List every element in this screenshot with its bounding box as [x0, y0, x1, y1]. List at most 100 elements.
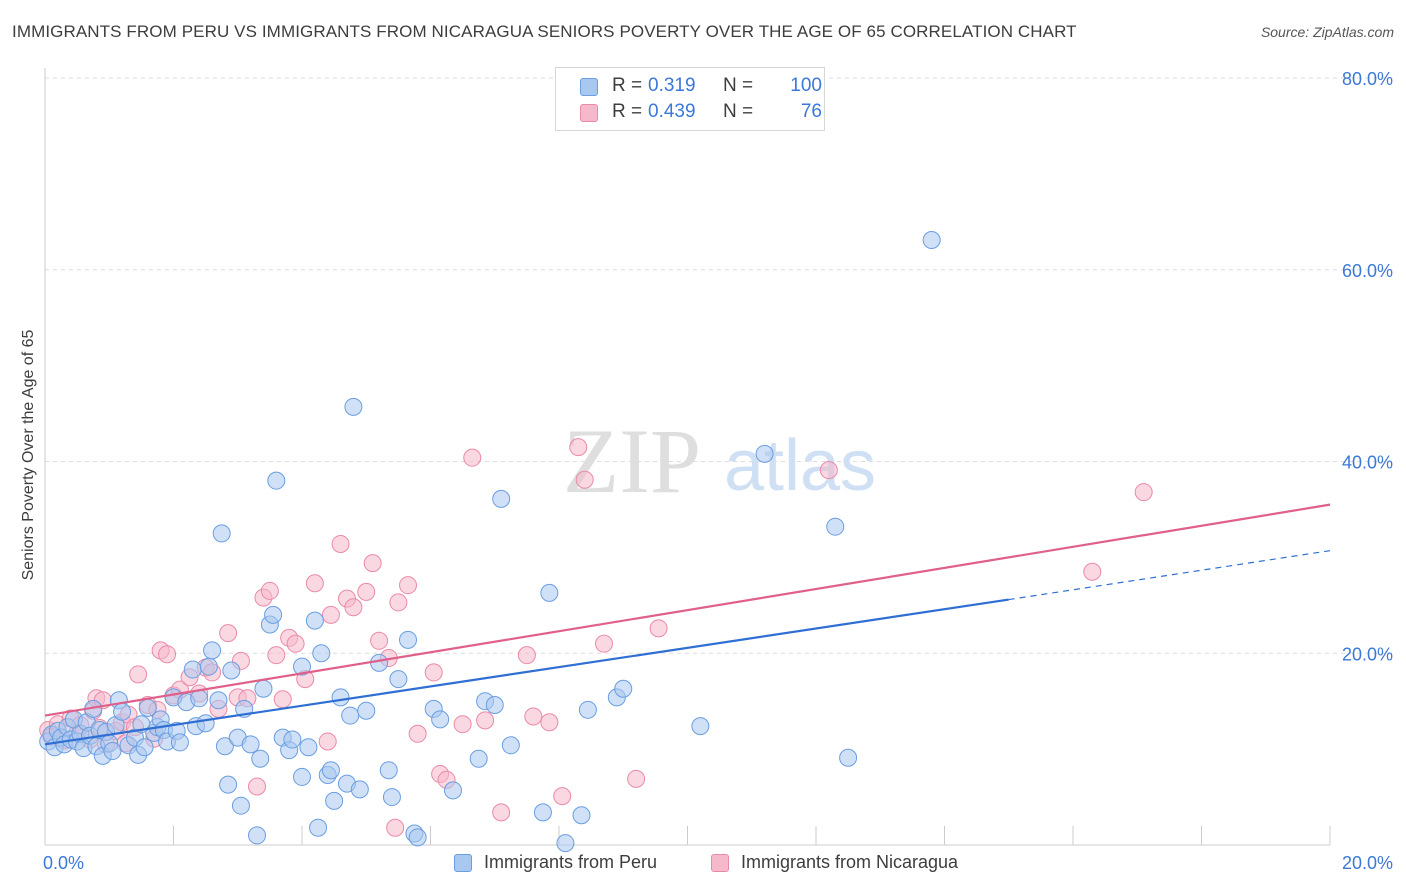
peru-point	[305, 611, 324, 630]
nicaragua-point	[248, 777, 267, 796]
peru-point	[264, 605, 283, 624]
peru-point	[190, 689, 209, 708]
watermark-zip: ZIP	[563, 410, 701, 512]
r-value: 0.319	[648, 75, 696, 96]
nicaragua-point	[357, 582, 376, 601]
peru-point	[283, 730, 302, 749]
peru-point	[293, 657, 311, 676]
peru-point	[469, 749, 488, 768]
peru-point	[350, 780, 369, 799]
nicaragua-point	[260, 581, 279, 600]
peru-point	[826, 517, 845, 536]
nicaragua-point	[331, 534, 350, 553]
peru-point	[231, 796, 250, 815]
peru-point	[344, 397, 363, 416]
peru-point	[113, 702, 132, 721]
peru-point	[135, 738, 154, 757]
peru-point	[614, 679, 633, 698]
nicaragua-point	[219, 624, 238, 643]
nicaragua-point	[453, 715, 472, 734]
peru-point	[533, 803, 552, 822]
n-value: 100	[790, 75, 822, 96]
y-tick-label: 40.0%	[1342, 453, 1393, 473]
peru-trend-extension	[1008, 550, 1331, 601]
peru-point	[183, 660, 202, 679]
peru-point	[341, 706, 360, 725]
peru-point	[196, 714, 215, 733]
chart-title: IMMIGRANTS FROM PERU VS IMMIGRANTS FROM …	[12, 22, 1077, 41]
nicaragua-point	[386, 818, 405, 837]
nicaragua-point	[389, 593, 408, 612]
legend-label: Immigrants from Peru	[484, 852, 658, 872]
peru-point	[389, 670, 408, 689]
peru-point	[379, 761, 398, 780]
nicaragua-point	[129, 665, 148, 684]
nicaragua-point	[267, 646, 286, 665]
peru-point	[922, 231, 941, 250]
peru-point	[251, 749, 270, 768]
peru-point	[325, 791, 344, 810]
nicaragua-swatch	[711, 854, 729, 872]
peru-point	[572, 806, 591, 825]
peru-point	[299, 738, 318, 757]
n-label: N =	[723, 75, 754, 96]
nicaragua-point	[318, 732, 337, 751]
series-legend: Immigrants from Peru Immigrants from Nic…	[0, 852, 1406, 876]
trend-lines	[44, 503, 1331, 746]
nicaragua-point	[158, 645, 177, 664]
nicaragua-point	[649, 619, 668, 638]
peru-point	[399, 630, 418, 649]
peru-point	[309, 818, 328, 837]
tick-labels: 20.0% 40.0% 60.0% 80.0% 0.0% 20.0%	[43, 69, 1393, 873]
peru-point	[248, 826, 267, 845]
peru-point	[199, 657, 218, 676]
nicaragua-point	[363, 554, 382, 573]
r-label: R =	[612, 101, 643, 122]
y-tick-label: 20.0%	[1342, 644, 1393, 664]
source-label: Source: ZipAtlas.com	[1260, 24, 1394, 40]
nicaragua-point	[399, 576, 418, 595]
n-value: 76	[800, 101, 822, 122]
y-tick-label: 80.0%	[1342, 69, 1393, 89]
peru-point	[492, 489, 511, 508]
peru-point	[485, 696, 504, 715]
nicaragua-point	[463, 448, 482, 467]
peru-point	[241, 735, 260, 754]
peru-point	[755, 444, 774, 463]
peru-point	[443, 781, 462, 800]
x-tick-label: 0.0%	[43, 853, 84, 873]
peru-point	[382, 788, 401, 807]
peru-point	[312, 644, 331, 663]
nicaragua-point	[273, 690, 292, 709]
peru-swatch	[580, 78, 598, 96]
peru-trend-line	[44, 598, 1009, 746]
peru-point	[556, 834, 575, 853]
peru-points	[39, 231, 941, 853]
peru-point	[321, 761, 340, 780]
peru-point	[431, 710, 450, 729]
peru-point	[212, 524, 231, 543]
r-value: 0.439	[648, 101, 696, 122]
watermark-atlas: atlas	[724, 426, 876, 506]
nicaragua-point	[408, 724, 427, 743]
peru-point	[203, 641, 222, 660]
nicaragua-point	[540, 713, 559, 732]
nicaragua-point	[553, 787, 572, 806]
nicaragua-point	[492, 803, 511, 822]
peru-point	[578, 700, 597, 719]
peru-point	[408, 828, 427, 847]
peru-point	[691, 717, 710, 736]
peru-point	[370, 653, 389, 672]
peru-point	[540, 583, 559, 602]
nicaragua-point	[1083, 562, 1102, 581]
r-label: R =	[612, 75, 643, 96]
nicaragua-point	[594, 634, 613, 653]
peru-point	[103, 742, 122, 761]
peru-point	[170, 733, 189, 752]
nicaragua-point	[321, 605, 340, 624]
nicaragua-point	[344, 598, 363, 617]
gridlines	[45, 77, 1392, 654]
nicaragua-point	[286, 634, 305, 653]
peru-swatch	[454, 854, 472, 872]
